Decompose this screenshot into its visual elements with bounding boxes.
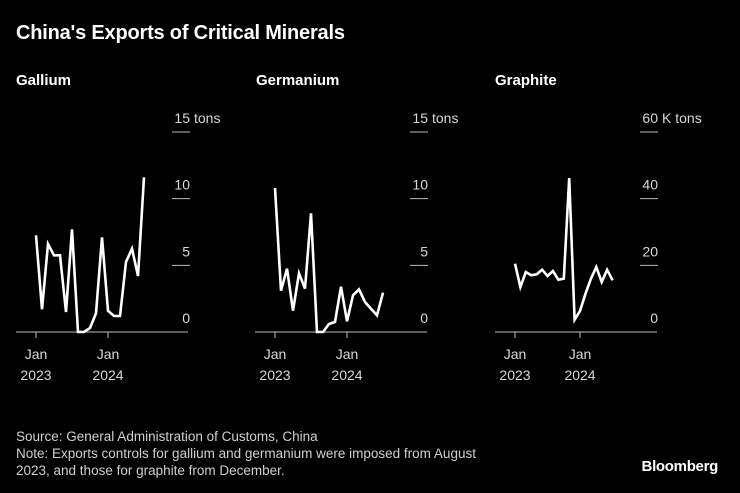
x-tick-label: Jan [504, 346, 527, 362]
footnote-line-2: 2023, and those for graphite from Decemb… [16, 463, 285, 478]
bloomberg-logo: Bloomberg [641, 458, 719, 475]
panel-title-gallium: Gallium [16, 72, 72, 89]
x-tick-label: Jan [97, 346, 120, 362]
y-unit-label: tons [432, 110, 458, 126]
series-line-germanium [273, 187, 385, 334]
x-tick-label: Jan [25, 346, 48, 362]
series-line-gallium [34, 177, 146, 334]
series-line-graphite [513, 177, 614, 324]
y-tick-label: 15 [174, 110, 190, 126]
x-tick-label: 2023 [259, 367, 290, 383]
y-unit-label: tons [194, 110, 220, 126]
x-tick-label: 2024 [564, 367, 595, 383]
x-tick-label: 2023 [20, 367, 51, 383]
y-tick-label: 15 [412, 110, 428, 126]
y-tick-label: 20 [642, 243, 658, 259]
x-tick-label: Jan [569, 346, 592, 362]
panel-title-graphite: Graphite [495, 72, 557, 89]
y-tick-label: 0 [182, 310, 190, 326]
y-unit-label: K tons [662, 110, 702, 126]
y-tick-label: 0 [650, 310, 658, 326]
panel-title-germanium: Germanium [256, 72, 340, 89]
y-tick-label: 10 [412, 177, 428, 193]
source-note: Source: General Administration of Custom… [16, 429, 318, 444]
y-tick-label: 5 [182, 243, 190, 259]
footnote-line-1: Note: Exports controls for gallium and g… [16, 446, 476, 461]
x-tick-label: 2024 [92, 367, 123, 383]
x-tick-label: Jan [336, 346, 359, 362]
y-tick-label: 40 [642, 177, 658, 193]
y-tick-label: 0 [420, 310, 428, 326]
x-tick-label: Jan [264, 346, 287, 362]
y-tick-label: 60 [642, 110, 658, 126]
chart-title: China's Exports of Critical Minerals [16, 22, 345, 44]
y-tick-label: 10 [174, 177, 190, 193]
x-tick-label: 2023 [499, 367, 530, 383]
y-tick-label: 5 [420, 243, 428, 259]
x-tick-label: 2024 [331, 367, 362, 383]
